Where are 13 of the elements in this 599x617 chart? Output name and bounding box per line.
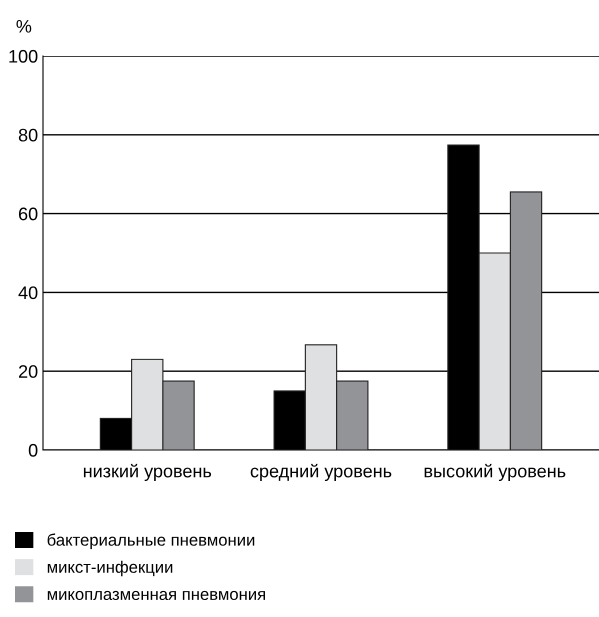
y-tick-label: 20 <box>18 365 38 378</box>
y-axis-title: % <box>16 20 32 33</box>
legend-label: микст-инфекции <box>48 560 172 576</box>
y-tick-label: 0 <box>28 444 38 457</box>
y-tick-label: 60 <box>18 208 38 220</box>
y-tick-label: 80 <box>18 128 38 142</box>
y-tick-label: 40 <box>18 286 38 300</box>
y-tick-label: 100 <box>9 50 38 63</box>
legend-label: бактериальные пневмонии <box>48 533 254 550</box>
legend-label: микоплазменная пневмония <box>48 590 265 600</box>
x-tick-label: средний уровень <box>250 464 392 482</box>
x-tick-label: низкий уровень <box>84 464 212 482</box>
x-tick-label: высокий уровень <box>424 464 566 482</box>
